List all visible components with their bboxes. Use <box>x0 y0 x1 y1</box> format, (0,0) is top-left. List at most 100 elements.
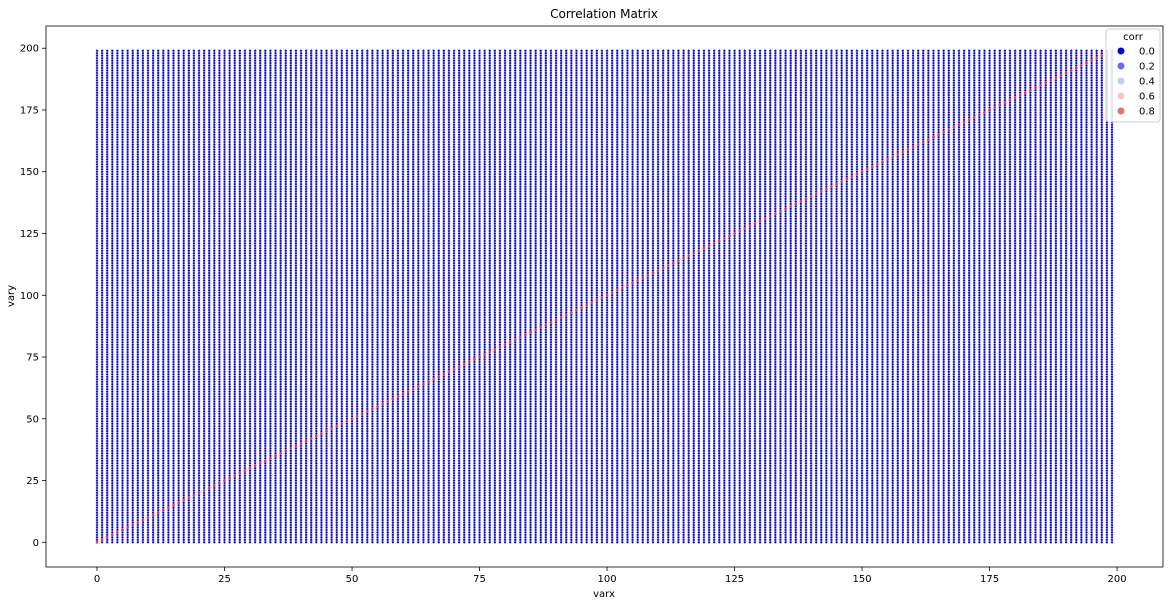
diagonal-point <box>646 274 650 277</box>
diagonal-point <box>320 432 323 435</box>
diagonal-point <box>105 536 109 539</box>
diagonal-point <box>508 340 512 344</box>
x-axis-ticks: 0 25 50 75 100 125 150 175 200 <box>94 567 1127 585</box>
diagonal-point <box>442 373 446 376</box>
diagonal-point <box>417 385 420 388</box>
diagonal-point <box>274 454 277 458</box>
diagonal-point <box>835 182 838 186</box>
diagonal-point <box>661 266 665 270</box>
diagonal-point <box>830 185 833 188</box>
diagonal-point <box>957 123 961 127</box>
legend: corr 0.0 0.2 0.4 0.6 0.8 <box>1105 28 1161 123</box>
diagonal-point <box>126 526 129 529</box>
diagonal-point <box>172 503 175 507</box>
diagonal-point <box>1049 79 1053 82</box>
diagonal-points <box>95 49 1114 544</box>
diagonal-point <box>615 289 619 292</box>
diagonal-point <box>876 163 879 166</box>
diagonal-point <box>595 298 599 302</box>
diagonal-point <box>575 308 578 312</box>
diagonal-point <box>626 284 629 287</box>
diagonal-point <box>391 397 395 401</box>
diagonal-point <box>437 375 441 379</box>
y-tick-label: 200 <box>20 44 39 55</box>
diagonal-point <box>401 392 405 396</box>
diagonal-point <box>779 209 782 213</box>
diagonal-point <box>942 130 945 134</box>
diagonal-point <box>1085 61 1088 65</box>
diagonal-point <box>503 343 507 346</box>
diagonal-point <box>544 323 548 327</box>
diagonal-point <box>748 224 752 228</box>
x-tick-label: 25 <box>218 574 231 585</box>
diagonal-point <box>916 143 920 146</box>
diagonal-point <box>998 103 1002 107</box>
diagonal-point <box>462 363 466 366</box>
diagonal-point <box>1064 71 1068 75</box>
legend-marker <box>1117 47 1125 55</box>
diagonal-point <box>1059 74 1063 77</box>
diagonal-point <box>151 513 155 517</box>
diagonal-point <box>524 333 527 337</box>
diagonal-point <box>156 511 160 514</box>
diagonal-point <box>1018 93 1022 97</box>
x-tick-label: 150 <box>853 574 872 585</box>
diagonal-point <box>177 501 180 505</box>
diagonal-point <box>1069 69 1073 72</box>
y-tick-label: 100 <box>20 291 39 302</box>
diagonal-point <box>345 419 349 423</box>
diagonal-point <box>585 303 588 307</box>
diagonal-point <box>845 177 849 181</box>
legend-entries: 0.0 0.2 0.4 0.6 0.8 <box>1117 47 1155 118</box>
legend-label: 0.6 <box>1139 92 1155 103</box>
diagonal-point <box>294 444 298 448</box>
diagonal-point <box>162 508 165 512</box>
diagonal-point <box>202 489 206 492</box>
diagonal-point <box>901 150 905 154</box>
diagonal-point <box>197 491 201 495</box>
scatter-point-field <box>94 49 1115 544</box>
diagonal-point <box>784 207 787 211</box>
diagonal-point <box>1023 91 1027 94</box>
diagonal-point <box>1003 101 1007 104</box>
diagonal-point <box>167 506 170 510</box>
diagonal-point <box>763 217 767 220</box>
diagonal-point <box>809 195 813 198</box>
diagonal-point <box>228 476 231 480</box>
diagonal-point <box>794 202 798 206</box>
diagonal-point <box>564 313 568 317</box>
diagonal-point <box>738 229 741 233</box>
diagonal-point <box>972 116 976 119</box>
plot-area-frame <box>45 25 1164 568</box>
x-tick-label: 100 <box>598 574 617 585</box>
y-tick-label: 75 <box>26 353 39 364</box>
diagonal-point <box>111 533 114 537</box>
y-tick-label: 125 <box>20 229 39 240</box>
diagonal-point <box>473 358 476 361</box>
diagonal-point <box>651 271 655 275</box>
diagonal-point <box>376 405 379 408</box>
x-tick-label: 50 <box>346 574 359 585</box>
diagonal-point <box>702 247 706 250</box>
diagonal-point <box>478 355 481 359</box>
diagonal-point <box>967 118 971 122</box>
diagonal-point <box>100 538 104 542</box>
diagonal-point <box>641 276 645 280</box>
diagonal-point <box>881 160 884 164</box>
diagonal-point <box>870 165 874 169</box>
diagonal-point <box>840 180 843 183</box>
diagonal-point <box>952 125 956 129</box>
diagonal-point <box>896 153 900 156</box>
y-tick-label: 150 <box>20 167 39 178</box>
diagonal-point <box>886 158 889 161</box>
diagonal-point <box>411 387 415 391</box>
diagonal-point <box>947 128 951 132</box>
diagonal-point <box>141 518 145 522</box>
diagonal-point <box>1029 88 1032 92</box>
diagonal-point <box>1100 54 1104 57</box>
diagonal-point <box>350 417 354 421</box>
diagonal-point <box>468 360 471 364</box>
diagonal-point <box>432 377 435 381</box>
diagonal-point <box>937 133 940 136</box>
diagonal-point <box>580 306 583 309</box>
